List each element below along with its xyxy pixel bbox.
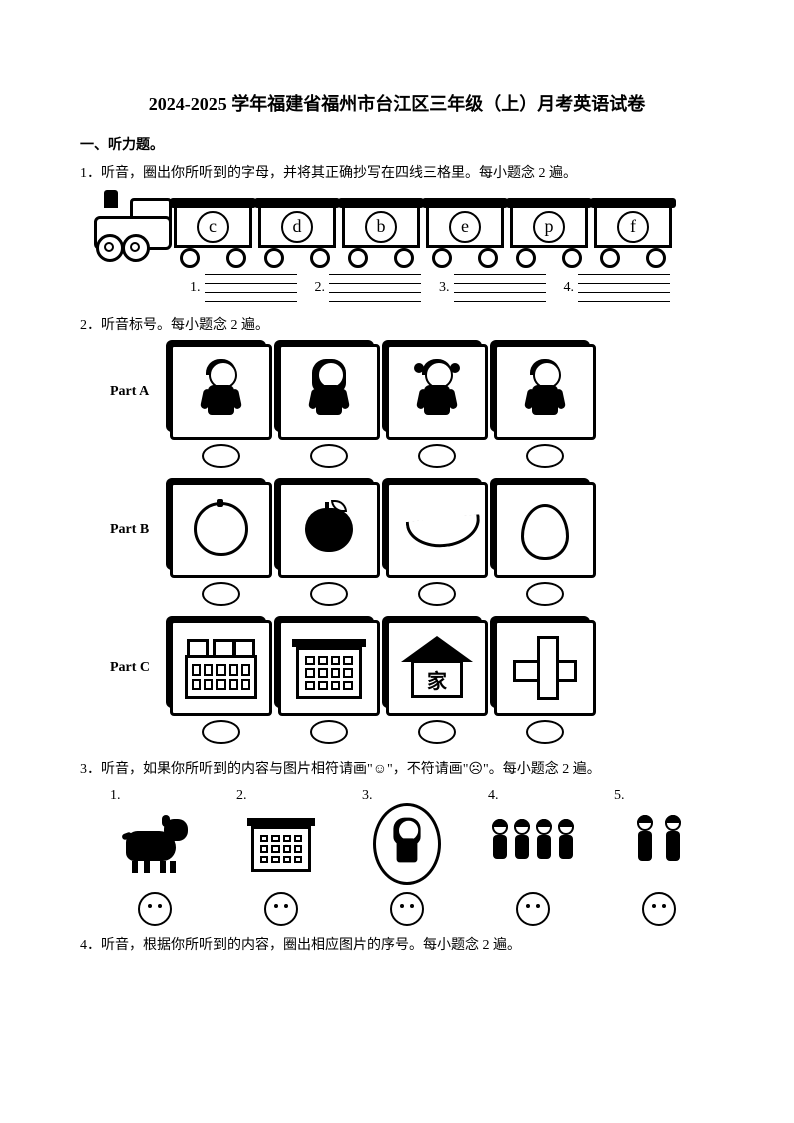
girl-pigtails-icon	[412, 359, 462, 425]
building-icon	[292, 635, 366, 701]
card	[280, 344, 378, 468]
cross-icon	[513, 636, 577, 700]
page-title: 2024-2025 学年福建省福州市台江区三年级（上）月考英语试卷	[80, 90, 714, 116]
banana-icon	[407, 502, 467, 558]
card	[496, 620, 594, 744]
orange-icon	[191, 502, 251, 558]
card	[496, 482, 594, 606]
locomotive-icon	[90, 190, 170, 260]
four-line-grid	[454, 274, 546, 302]
q4-text: 4．听音，根据你所听到的内容，圈出相应图片的序号。每小题念 2 遍。	[80, 934, 714, 954]
q3-item: 2.	[236, 788, 326, 926]
train-car: c	[172, 198, 254, 260]
answer-oval	[310, 582, 348, 606]
face-icon	[264, 892, 298, 926]
answer-slot: 2.	[315, 274, 422, 302]
train-car: e	[424, 198, 506, 260]
card	[388, 482, 486, 606]
part-b-row: Part B	[110, 482, 714, 606]
letter: b	[365, 211, 397, 243]
part-c-row: Part C 家	[110, 620, 714, 744]
girl-icon	[196, 359, 246, 425]
section-heading: 一、听力题。	[80, 134, 714, 154]
answer-oval	[310, 720, 348, 744]
q2-text: 2．听音标号。每小题念 2 遍。	[80, 314, 714, 334]
train-car: d	[256, 198, 338, 260]
answer-oval	[418, 444, 456, 468]
group-icon	[490, 819, 576, 869]
q3-text: 3．听音，如果你所听到的内容与图片相符请画"☺"，不符请画"☹"。每小题念 2 …	[80, 758, 714, 778]
card	[280, 482, 378, 606]
girl-portrait-icon	[373, 803, 441, 885]
q3-item: 3.	[362, 788, 452, 926]
answer-oval	[202, 444, 240, 468]
exam-page: 2024-2025 学年福建省福州市台江区三年级（上）月考英语试卷 一、听力题。…	[0, 0, 794, 1002]
four-line-grid	[578, 274, 670, 302]
card	[280, 620, 378, 744]
part-label: Part B	[110, 482, 160, 538]
card	[172, 344, 270, 468]
answer-oval	[202, 720, 240, 744]
four-line-grid	[329, 274, 421, 302]
face-icon	[390, 892, 424, 926]
girl-plain-icon	[520, 359, 570, 425]
answer-oval	[526, 444, 564, 468]
train-row: c d b e p f	[90, 190, 714, 260]
q3-row: 1. 2. 3. 4. 5.	[110, 788, 714, 926]
part-a-row: Part A	[110, 344, 714, 468]
answer-oval	[526, 582, 564, 606]
answer-row: 1. 2. 3. 4.	[190, 274, 714, 302]
answer-slot: 3.	[439, 274, 546, 302]
train-car: p	[508, 198, 590, 260]
four-line-grid	[205, 274, 297, 302]
answer-oval	[202, 582, 240, 606]
train-car: f	[592, 198, 674, 260]
face-icon	[516, 892, 550, 926]
letter: p	[533, 211, 565, 243]
face-icon	[642, 892, 676, 926]
letter: f	[617, 211, 649, 243]
card	[496, 344, 594, 468]
q1-text: 1．听音，圈出你所听到的字母，并将其正确抄写在四线三格里。每小题念 2 遍。	[80, 162, 714, 182]
girl-longhair-icon	[304, 359, 354, 425]
letter: e	[449, 211, 481, 243]
card	[388, 344, 486, 468]
card	[172, 620, 270, 744]
part-label: Part A	[110, 344, 160, 400]
kids-pair-icon	[632, 815, 686, 873]
egg-icon	[515, 502, 575, 558]
castle-icon	[183, 635, 259, 701]
face-icon	[138, 892, 172, 926]
school-icon	[247, 814, 315, 874]
answer-slot: 4.	[564, 274, 671, 302]
house-icon: 家	[401, 636, 473, 700]
q3-item: 5.	[614, 788, 704, 926]
answer-oval	[310, 444, 348, 468]
train-car: b	[340, 198, 422, 260]
card: 家	[388, 620, 486, 744]
card	[172, 482, 270, 606]
q2-parts: Part A Part B	[110, 344, 714, 744]
answer-oval	[526, 720, 564, 744]
answer-oval	[418, 582, 456, 606]
apple-icon	[299, 502, 359, 558]
dog-icon	[122, 815, 188, 873]
part-label: Part C	[110, 620, 160, 676]
answer-slot: 1.	[190, 274, 297, 302]
answer-oval	[418, 720, 456, 744]
q3-item: 4.	[488, 788, 578, 926]
q3-item: 1.	[110, 788, 200, 926]
letter: c	[197, 211, 229, 243]
letter: d	[281, 211, 313, 243]
